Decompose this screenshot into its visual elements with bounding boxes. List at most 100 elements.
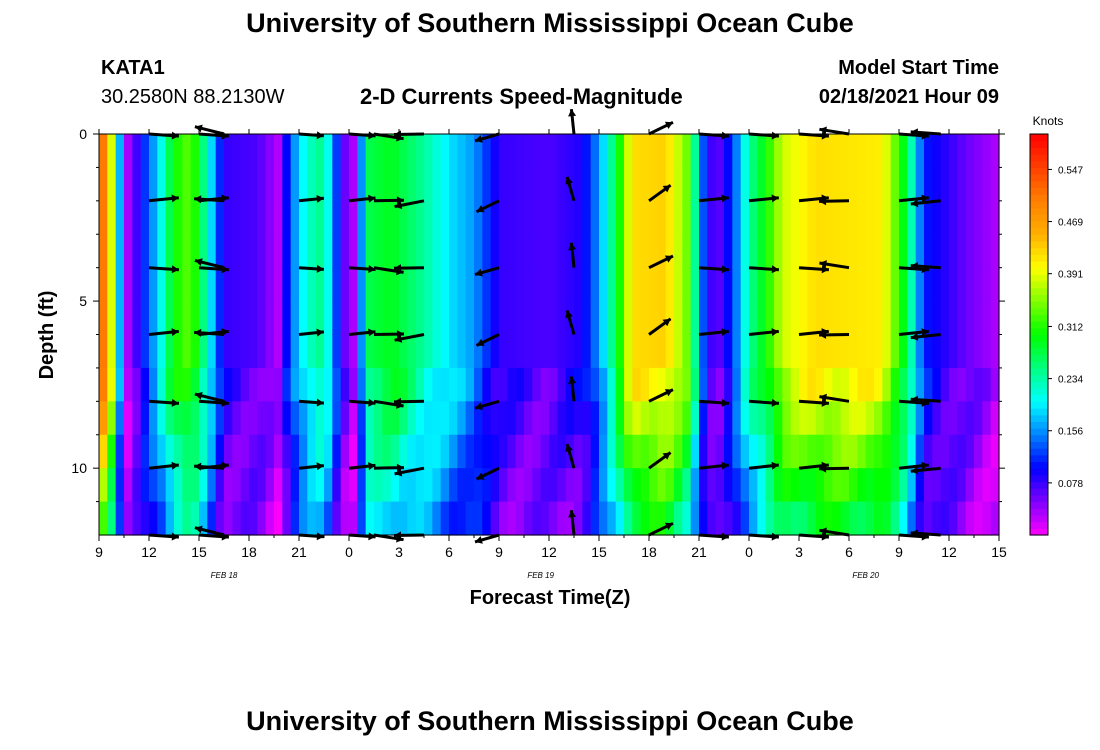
heatmap-cell [857,167,867,202]
heatmap-cell [165,301,175,336]
current-arrow [148,398,180,407]
heatmap-cell [332,167,342,202]
heatmap-cell [332,134,342,169]
heatmap-cell [565,501,575,536]
heatmap-cell [932,301,942,336]
heatmap-cell [99,167,108,202]
arrow-head [316,398,324,407]
heatmap-cell [182,301,192,336]
heatmap-cell [907,434,917,469]
heatmap-cell [390,468,400,503]
heatmap-cell [549,468,558,503]
heatmap-cell [899,267,908,302]
heatmap-cell [424,468,433,503]
heatmap-cell [457,434,467,469]
heatmap-cell [157,301,167,336]
heatmap-cell [882,167,892,202]
heatmap-cell [507,134,517,169]
heatmap-cell [424,267,433,302]
heatmap-cell [190,234,200,269]
heatmap-cell [849,434,858,469]
heatmap-cell [457,234,467,269]
heatmap-cell [557,334,567,369]
heatmap-cell [99,434,108,469]
heatmap-cell [199,167,208,202]
heatmap-cell [832,134,842,169]
heatmap-cell [457,401,467,436]
heatmap-cell [115,468,125,503]
heatmap-cell [207,267,217,302]
heatmap-cell [632,267,642,302]
heatmap-cell [207,334,217,369]
arrow-head [396,330,404,339]
heatmap-cell [174,134,183,169]
heatmap-cell [140,501,150,536]
heatmap-cell [949,234,958,269]
heatmap-cell [907,267,917,302]
heatmap-cell [590,234,600,269]
heatmap-cell [699,401,708,436]
heatmap-cell [924,301,933,336]
heatmap-cell [565,367,575,402]
heatmap-cell [882,234,892,269]
heatmap-cell [915,134,925,169]
heatmap-cell [915,501,925,536]
current-arrow [648,451,672,470]
heatmap-cell [457,501,467,536]
heatmap-cell [449,267,458,302]
heatmap-cell [524,200,533,235]
heatmap-cell [615,234,625,269]
colorbar-tick-label: 0.469 [1058,218,1083,229]
heatmap-cell [899,301,908,336]
heatmap-cell [415,234,425,269]
heatmap-cell [465,267,475,302]
heatmap-cell [882,401,892,436]
heatmap-cell [874,367,883,402]
arrow-head [316,462,324,471]
heatmap-cell [749,167,758,202]
current-arrow [819,527,850,537]
heatmap-cell [740,234,750,269]
heatmap-cell [857,200,867,235]
arrow-head [368,398,376,407]
heatmap-cell [232,234,242,269]
heatmap-cell [932,501,942,536]
x-tick-label: 18 [241,544,257,560]
heatmap-cell [649,501,658,536]
heatmap-cell [140,267,150,302]
heatmap-cell [265,501,275,536]
heatmap-cell [232,267,242,302]
heatmap-cell [599,234,608,269]
colorbar-segment [1030,361,1048,369]
heatmap-cell [149,434,158,469]
heatmap-cell [282,468,292,503]
arrow-head [316,532,324,541]
heatmap-cell [932,200,942,235]
arrow-head [819,393,827,402]
heatmap-cell [182,234,192,269]
heatmap-cell [699,200,708,235]
heatmap-cell [957,134,967,169]
heatmap-cell [124,267,133,302]
heatmap-cell [824,367,833,402]
heatmap-cell [565,200,575,235]
heatmap-cell [957,501,967,536]
heatmap-cell [782,234,792,269]
heatmap-cell [524,234,533,269]
heatmap-cell [974,501,983,536]
heatmap-cell [740,501,750,536]
heatmap-cell [624,301,633,336]
heatmap-cell [849,367,858,402]
heatmap-cell [640,468,650,503]
heatmap-cell [807,301,817,336]
heatmap-cell [149,200,158,235]
heatmap-cell [232,401,242,436]
heatmap-cell [557,367,567,402]
heatmap-cell [865,401,875,436]
heatmap-cell [382,167,392,202]
heatmap-cell [249,468,258,503]
heatmap-cell [815,167,825,202]
heatmap-cell [732,234,742,269]
heatmap-cell [724,167,733,202]
heatmap-cell [582,200,592,235]
